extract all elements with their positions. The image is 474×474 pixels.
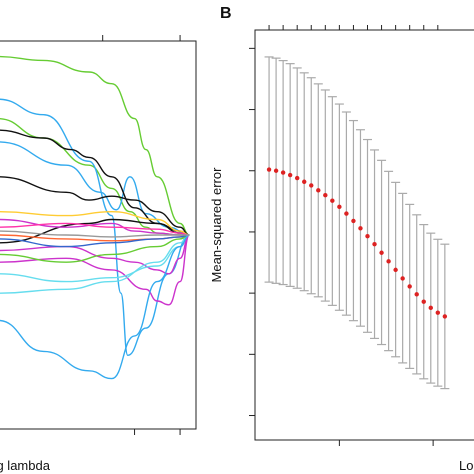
error-bars	[264, 56, 450, 390]
coefficient-path-line-15	[0, 234, 190, 263]
panel-b-y-axis	[249, 47, 255, 417]
mse-point	[280, 170, 286, 175]
coefficient-path-line-14	[0, 234, 190, 294]
mse-point	[309, 183, 314, 188]
panel-a-frame	[0, 40, 197, 430]
coefficient-path-line-10	[0, 210, 190, 236]
coefficient-path-line-3	[0, 141, 190, 236]
mse-point	[442, 314, 448, 319]
mse-point	[400, 276, 405, 281]
mse-point	[287, 172, 293, 178]
mse-point	[323, 193, 328, 198]
mse-point	[358, 226, 363, 231]
mse-point	[372, 241, 377, 247]
mse-point	[316, 188, 321, 193]
panel-b-letter: B	[220, 5, 232, 22]
coefficient-path-line-18	[0, 230, 190, 238]
panel-a-x-axis-title: Log lambda	[0, 458, 51, 473]
mse-point	[344, 211, 349, 216]
mse-point	[379, 250, 384, 255]
mse-point	[414, 292, 419, 297]
mse-point	[273, 168, 279, 173]
mse-point	[421, 299, 426, 304]
panel-b-y-axis-title: Mean-squared error	[209, 167, 224, 283]
mse-point	[365, 234, 370, 239]
coefficient-path-line-5	[0, 176, 190, 236]
coefficient-path-line-0	[0, 55, 190, 236]
panel-b-top-axis	[268, 25, 439, 30]
panel-b-x-axis	[338, 440, 434, 446]
coefficient-path-line-9	[0, 234, 190, 306]
mse-point	[337, 204, 342, 210]
coefficient-path-panel: Log lambda	[0, 35, 197, 473]
mse-point	[330, 198, 335, 203]
mse-point	[428, 305, 433, 311]
panel-a-top-axis	[102, 35, 181, 41]
mse-point	[435, 310, 441, 315]
mse-points	[266, 167, 448, 319]
mse-point	[302, 179, 307, 184]
coefficient-path-line-4	[0, 129, 190, 236]
cross-validation-panel: B Mean-squared error Lo	[209, 5, 474, 473]
coefficient-path-line-16	[0, 234, 190, 248]
mse-point	[351, 218, 356, 224]
coefficient-path-line-12	[0, 222, 190, 236]
panel-b-x-axis-title: Lo	[459, 458, 473, 473]
mse-point	[407, 284, 412, 289]
panel-a-x-axis	[134, 429, 181, 435]
mse-point	[393, 267, 398, 273]
coefficient-paths	[0, 55, 190, 380]
mse-point	[386, 259, 391, 264]
coefficient-path-line-17	[0, 234, 190, 380]
panel-b-frame	[254, 29, 474, 441]
coefficient-path-line-2	[0, 98, 190, 357]
mse-point	[266, 167, 272, 172]
mse-point	[294, 175, 300, 181]
